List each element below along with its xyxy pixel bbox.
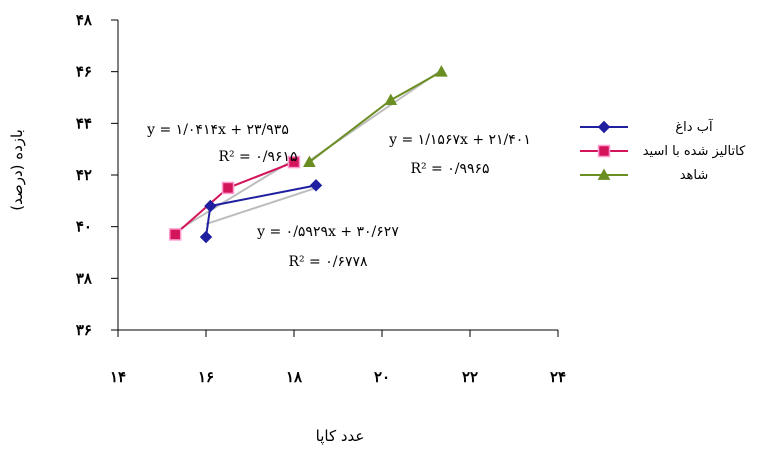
axis-titles: عدد کاپا بازده (درصد) (8, 129, 364, 446)
y-tick-label: ۴۰ (76, 218, 92, 236)
y-axis-title: بازده (درصد) (8, 129, 26, 211)
x-tick-label: ۱۸ (286, 368, 303, 386)
data-point (303, 155, 316, 167)
legend-label: شاهد (680, 168, 709, 183)
data-point (597, 168, 611, 180)
data-point (199, 230, 213, 244)
x-axis-title: عدد کاپا (316, 427, 365, 446)
y-tick-label: ۴۸ (76, 11, 93, 29)
data-point (221, 181, 235, 195)
equation-3-line1: y = ۰/۵۹۲۹x + ۳۰/۶۲۷ (256, 224, 399, 240)
y-tick-label: ۴۴ (76, 114, 92, 132)
x-tick-label: ۲۴ (550, 368, 566, 386)
x-tick-label: ۱۶ (198, 368, 214, 386)
equation-1-line1: y = ۱/۰۴۱۴x + ۲۳/۹۳۵ (146, 122, 289, 138)
markers (168, 65, 448, 244)
data-point (309, 179, 323, 192)
data-point (435, 65, 448, 77)
trendline (205, 186, 317, 226)
y-tick-label: ۴۲ (76, 166, 92, 184)
data-point (204, 199, 217, 213)
equation-2-line2: R² = ۰/۹۹۶۵ (410, 161, 489, 177)
data-point (384, 93, 398, 105)
x-tick-label: ۱۴ (110, 368, 126, 386)
equation-1-line2: R² = ۰/۹۶۱۵ (218, 149, 297, 165)
x-tick-label: ۲۲ (462, 368, 478, 386)
data-point (597, 144, 611, 158)
data-point (168, 228, 182, 241)
legend: آب داغ کاتالیز شده با اسید شاهد (580, 118, 746, 183)
legend-label: آب داغ (675, 118, 714, 135)
data-point (287, 155, 301, 169)
series-line (308, 70, 442, 163)
axes: ۳۶ ۳۸ ۴۰ ۴۲ ۴۴ ۴۶ ۴۸ ۱۴ ۱۶ ۱۸ ۲۰ ۲۲ ۲۴ (76, 11, 566, 386)
annotations: y = ۱/۰۴۱۴x + ۲۳/۹۳۵ R² = ۰/۹۶۱۵ y = ۱/۱… (146, 122, 531, 270)
equation-2-line1: y = ۱/۱۵۶۷x + ۲۱/۴۰۱ (388, 132, 531, 148)
y-tick-label: ۳۶ (76, 321, 92, 339)
x-tick-label: ۲۰ (374, 368, 390, 386)
trendline (174, 158, 295, 233)
legend-label: کاتالیز شده با اسید (643, 144, 746, 159)
y-tick-label: ۳۸ (76, 269, 93, 287)
data-point (597, 120, 611, 134)
equation-3-line2: R² = ۰/۶۷۷۸ (288, 254, 368, 270)
y-tick-label: ۴۶ (76, 63, 92, 81)
